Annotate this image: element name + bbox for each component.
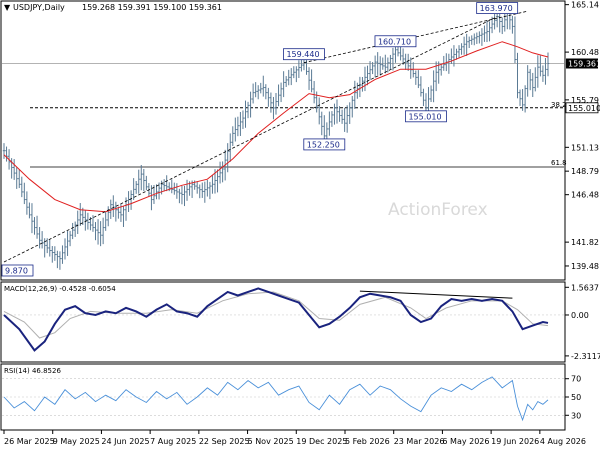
price-label-box — [374, 35, 417, 48]
price-label: 155.010 — [408, 112, 441, 121]
current-price-box — [566, 58, 598, 69]
price-label-box — [1, 264, 34, 277]
price-label-box — [476, 2, 519, 14]
macd-tick-label: 1.5637 — [571, 283, 599, 292]
moving-average-line — [3, 41, 549, 213]
support-price-label: 155.010 — [568, 104, 600, 113]
macd-layer: 1.5637 0.00 -2.3117 — [2, 283, 600, 361]
price-tick-label: 141.82 — [571, 238, 599, 247]
rsi-line — [3, 376, 549, 422]
date-tick-label: 26 Mar 2025 — [4, 437, 55, 446]
date-tick-label: 7 Aug 2025 — [150, 437, 196, 446]
macd-tick-label: -2.3117 — [571, 352, 600, 361]
main-panel-frame — [0, 0, 566, 281]
macd-signal-line — [3, 291, 549, 339]
date-tick-label: 5 Nov 2025 — [248, 437, 294, 446]
symbol-label: USDJPY,Daily — [13, 3, 65, 12]
moving-average-layer — [3, 41, 549, 213]
date-tick-label: 22 Sep 2025 — [199, 437, 250, 446]
rsi-layer: 70 50 30 — [2, 375, 581, 422]
channel-trendline — [303, 10, 528, 64]
rsi-tick-label: 30 — [571, 411, 581, 420]
fib-level-label: 61.8 — [551, 159, 567, 167]
macd-panel-frame — [0, 281, 566, 363]
current-price-label: 159.361 — [568, 60, 600, 69]
current-price-marker: 159.361 — [566, 58, 600, 69]
price-tick-label: 155.79 — [571, 96, 599, 105]
price-label: 9.870 — [5, 266, 28, 275]
macd-title: MACD(12,26,9) -0.4528 -0.6054 — [4, 285, 116, 293]
price-label-box — [303, 138, 346, 151]
macd-tick-label: 0.00 — [571, 311, 589, 320]
date-tick-label: 19 Jun 2026 — [491, 437, 539, 446]
price-tick-label: 151.13 — [571, 143, 599, 152]
price-label: 160.710 — [378, 37, 411, 46]
price-tick-label: 160.48 — [571, 48, 599, 57]
fib-level-label: 38.2 — [551, 101, 567, 109]
date-tick-label: 9 May 2025 — [53, 437, 100, 446]
price-annotations: 159.440 152.250 160.710 155.010 163.970 9.870 — [1, 2, 519, 277]
price-tick-label: 139.48 — [571, 262, 599, 271]
date-tick-label: 19 Dec 2025 — [296, 437, 347, 446]
date-tick-label: 4 Aug 2026 — [540, 437, 586, 446]
macd-divergence-line — [359, 290, 513, 299]
rsi-title: RSI(14) 46.8526 — [4, 367, 61, 375]
price-label: 159.440 — [286, 50, 319, 59]
date-tick-label: 23 Mar 2026 — [394, 437, 445, 446]
price-tick-label: 146.48 — [571, 191, 599, 200]
price-label: 163.970 — [480, 4, 513, 13]
horizontal-levels: 38.2 61.8 155.010 — [2, 63, 600, 168]
main-price-axis: 165.14 160.48 155.79 151.13 148.79 146.48 141.… — [565, 1, 599, 271]
watermark-logo: ActionForex — [388, 200, 488, 220]
date-tick-label: 24 Jun 2025 — [101, 437, 149, 446]
macd-line — [3, 287, 549, 352]
trendlines — [3, 10, 528, 263]
support-price-box — [565, 102, 599, 114]
channel-trendline — [3, 16, 498, 263]
price-bars — [2, 2, 550, 270]
price-label-box — [283, 48, 325, 61]
rsi-tick-label: 50 — [571, 393, 581, 402]
ohlc-readout: 159.268 159.391 159.100 159.361 — [82, 3, 222, 12]
price-tick-label: 148.79 — [571, 167, 599, 176]
date-tick-label: 5 Feb 2026 — [345, 437, 390, 446]
price-label: 152.250 — [307, 140, 340, 149]
price-tick-label: 165.14 — [571, 1, 599, 10]
header-arrow-icon[interactable]: ▼ — [4, 3, 11, 12]
price-label-box — [405, 110, 447, 123]
rsi-tick-label: 70 — [571, 375, 581, 384]
date-tick-label: 6 May 2026 — [442, 437, 489, 446]
